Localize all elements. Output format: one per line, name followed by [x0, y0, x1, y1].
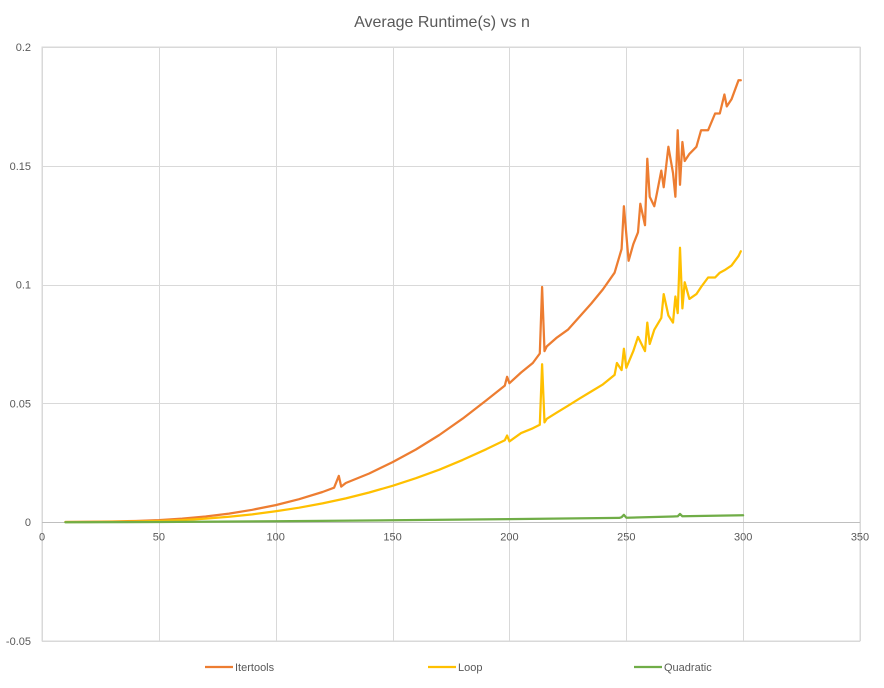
x-tick-label: 0 [39, 532, 45, 544]
y-tick-label: 0.15 [10, 161, 31, 173]
y-tick-label: 0.1 [16, 280, 31, 292]
y-tick-label: -0.05 [6, 636, 31, 648]
axes: 0 50 100 150 200 250 300 350 -0.05 0 0.05 0.1 0.15 0.… [6, 42, 869, 648]
x-tick-label: 150 [383, 532, 401, 544]
y-tick-label: 0 [25, 517, 31, 529]
legend-label-quadratic: Quadratic [664, 662, 712, 674]
legend: Itertools Loop Quadratic [205, 662, 712, 674]
chart-title: Average Runtime(s) vs n [354, 14, 530, 31]
series-lines [64, 79, 745, 524]
x-tick-label: 100 [267, 532, 285, 544]
x-tick-label: 300 [734, 532, 752, 544]
y-tick-label: 0.05 [10, 398, 31, 410]
series-line-quadratic [64, 512, 745, 524]
x-tick-label: 350 [851, 532, 869, 544]
series-line-itertools [64, 79, 742, 524]
x-tick-label: 200 [500, 532, 518, 544]
y-tick-label: 0.2 [16, 42, 31, 54]
legend-label-loop: Loop [458, 662, 482, 674]
series-line-loop [64, 246, 742, 524]
x-tick-label: 50 [153, 532, 165, 544]
x-tick-label: 250 [617, 532, 635, 544]
legend-label-itertools: Itertools [235, 662, 275, 674]
